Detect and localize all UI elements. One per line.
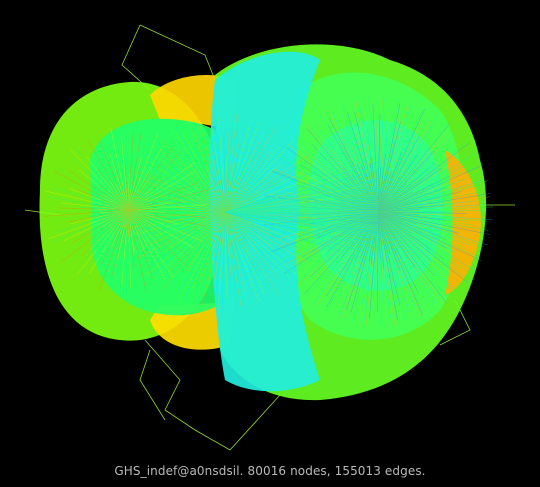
graph-edge-rays [43, 97, 493, 327]
outline-edge [121, 24, 216, 91]
left-hub-edges [43, 125, 213, 295]
outline-edge [139, 349, 166, 421]
right-edge-orange-cluster [445, 150, 481, 295]
hub-connecting-edges [224, 160, 379, 264]
center-hub-edges [125, 112, 325, 311]
graph-caption: GHS_indef@a0nsdsil. 80016 nodes, 155013 … [114, 464, 426, 478]
